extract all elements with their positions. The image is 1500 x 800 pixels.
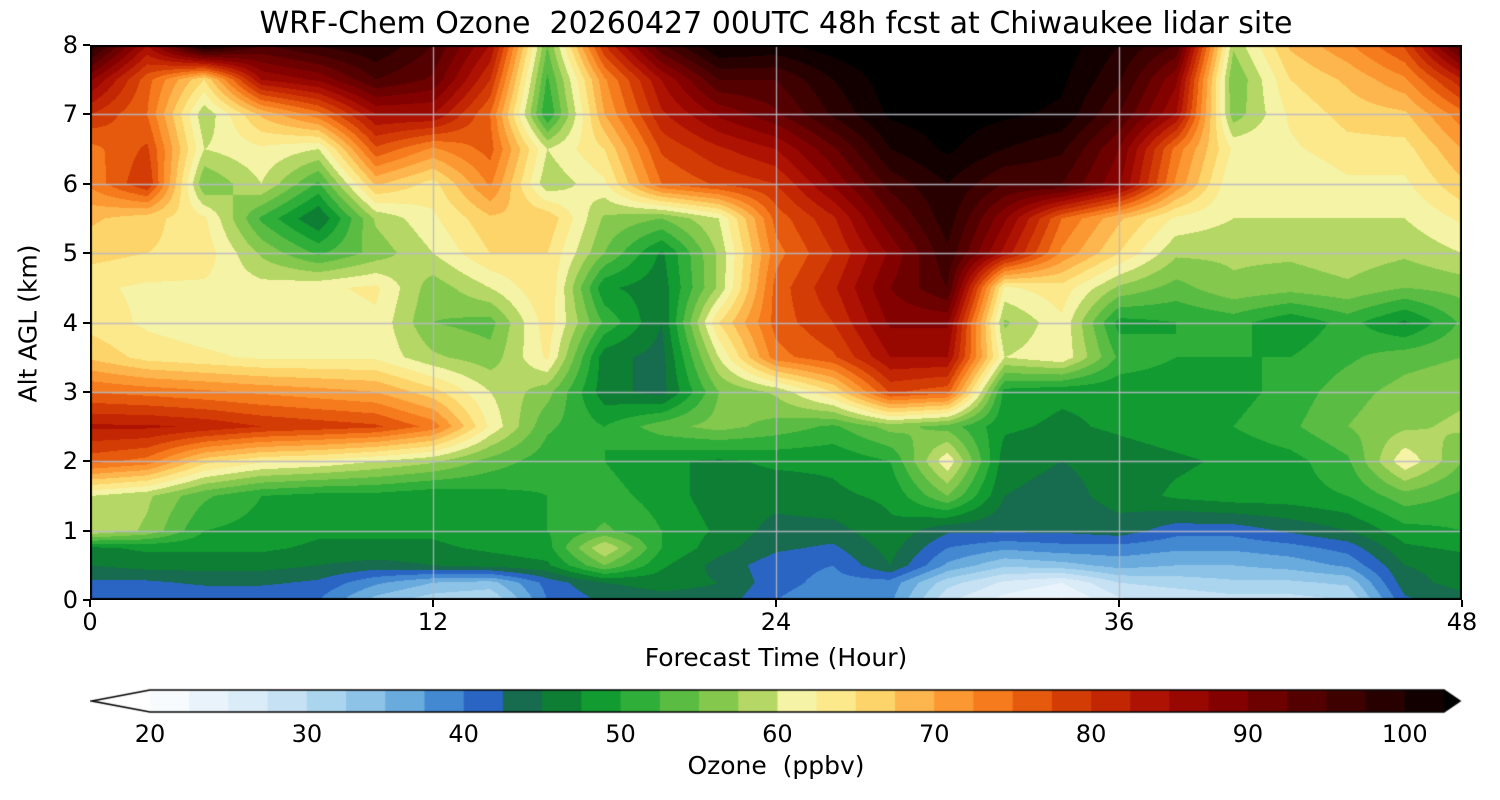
plot-area bbox=[90, 45, 1462, 600]
colorbar-tick-label: 70 bbox=[918, 720, 950, 748]
colorbar-canvas bbox=[90, 688, 1462, 714]
page-title: WRF-Chem Ozone 20260427 00UTC 48h fcst a… bbox=[259, 6, 1293, 41]
y-tick-mark bbox=[83, 460, 90, 463]
colorbar-tick-label: 50 bbox=[605, 720, 636, 748]
y-tick-label: 3 bbox=[62, 377, 78, 406]
x-tick-mark bbox=[775, 600, 777, 607]
y-tick-label: 4 bbox=[62, 308, 78, 337]
x-tick-mark bbox=[89, 600, 91, 607]
colorbar-label: Ozone (ppbv) bbox=[687, 751, 865, 780]
x-axis-label: Forecast Time (Hour) bbox=[644, 643, 908, 672]
x-tick-label: 0 bbox=[82, 608, 98, 636]
y-tick-mark bbox=[83, 182, 90, 185]
colorbar-tick-label: 20 bbox=[134, 720, 166, 748]
y-tick-label: 6 bbox=[62, 169, 78, 198]
y-tick-mark bbox=[83, 599, 90, 601]
y-tick-label: 1 bbox=[62, 516, 78, 545]
colorbar-tick-label: 60 bbox=[762, 720, 793, 748]
x-tick-label: 12 bbox=[417, 608, 449, 636]
x-tick-label: 36 bbox=[1103, 608, 1135, 636]
y-tick-label: 7 bbox=[62, 100, 78, 129]
x-tick-mark bbox=[1461, 600, 1463, 607]
y-tick-label: 2 bbox=[62, 447, 78, 476]
y-tick-mark bbox=[83, 529, 90, 532]
y-tick-mark bbox=[83, 321, 90, 324]
x-tick-mark bbox=[432, 600, 434, 607]
y-tick-mark bbox=[83, 113, 90, 116]
colorbar-tick-label: 100 bbox=[1381, 720, 1428, 748]
y-tick-mark bbox=[83, 390, 90, 393]
x-tick-label: 48 bbox=[1446, 608, 1478, 636]
colorbar-tick-label: 30 bbox=[291, 720, 323, 748]
y-tick-mark bbox=[83, 44, 90, 46]
contour-plot-canvas bbox=[90, 45, 1462, 600]
colorbar-tick-label: 40 bbox=[448, 720, 479, 748]
y-tick-mark bbox=[83, 252, 90, 255]
colorbar bbox=[90, 688, 1462, 714]
x-tick-mark bbox=[1118, 600, 1120, 607]
colorbar-tick-label: 80 bbox=[1075, 720, 1107, 748]
y-tick-label: 8 bbox=[62, 31, 78, 59]
y-tick-label: 0 bbox=[62, 586, 78, 614]
colorbar-tick-label: 90 bbox=[1232, 720, 1264, 748]
y-tick-label: 5 bbox=[62, 239, 78, 268]
y-axis-label: Alt AGL (km) bbox=[13, 244, 43, 403]
x-tick-label: 24 bbox=[760, 608, 792, 636]
